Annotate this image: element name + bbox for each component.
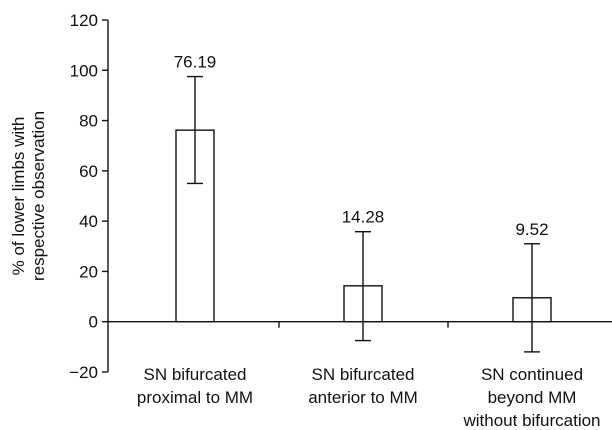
y-axis-title-line: % of lower limbs with [9, 117, 28, 276]
x-category-label: SN bifurcated [312, 365, 415, 384]
y-tick-label: −20 [69, 363, 98, 382]
y-tick-label: 120 [70, 11, 98, 30]
y-tick-label: 80 [79, 112, 98, 131]
x-category-label: SN continued [481, 365, 583, 384]
y-axis: −20 0 20 40 60 80 100 120 [69, 11, 109, 382]
error-bars [187, 75, 540, 353]
y-tick-label: 60 [79, 162, 98, 181]
x-category-label: without bifurcation [462, 411, 600, 430]
x-axis [108, 321, 612, 328]
y-tick-label: 20 [79, 262, 98, 281]
category-labels: SN bifurcated proximal to MM SN bifurcated… [137, 365, 601, 430]
y-axis-title-line: respective observation [29, 111, 48, 281]
x-category-label: proximal to MM [137, 388, 253, 407]
y-tick-label: 0 [89, 313, 98, 332]
x-category-label: beyond MM [488, 388, 577, 407]
x-category-label: anterior to MM [308, 388, 418, 407]
data-label: 14.28 [342, 208, 385, 227]
data-labels: 76.19 14.28 9.52 [174, 53, 549, 239]
y-axis-title: % of lower limbs with respective observat… [9, 111, 48, 281]
data-label: 9.52 [515, 220, 548, 239]
data-label: 76.19 [174, 53, 217, 72]
y-tick-label: 100 [70, 61, 98, 80]
x-category-label: SN bifurcated [144, 365, 247, 384]
y-tick-label: 40 [79, 212, 98, 231]
